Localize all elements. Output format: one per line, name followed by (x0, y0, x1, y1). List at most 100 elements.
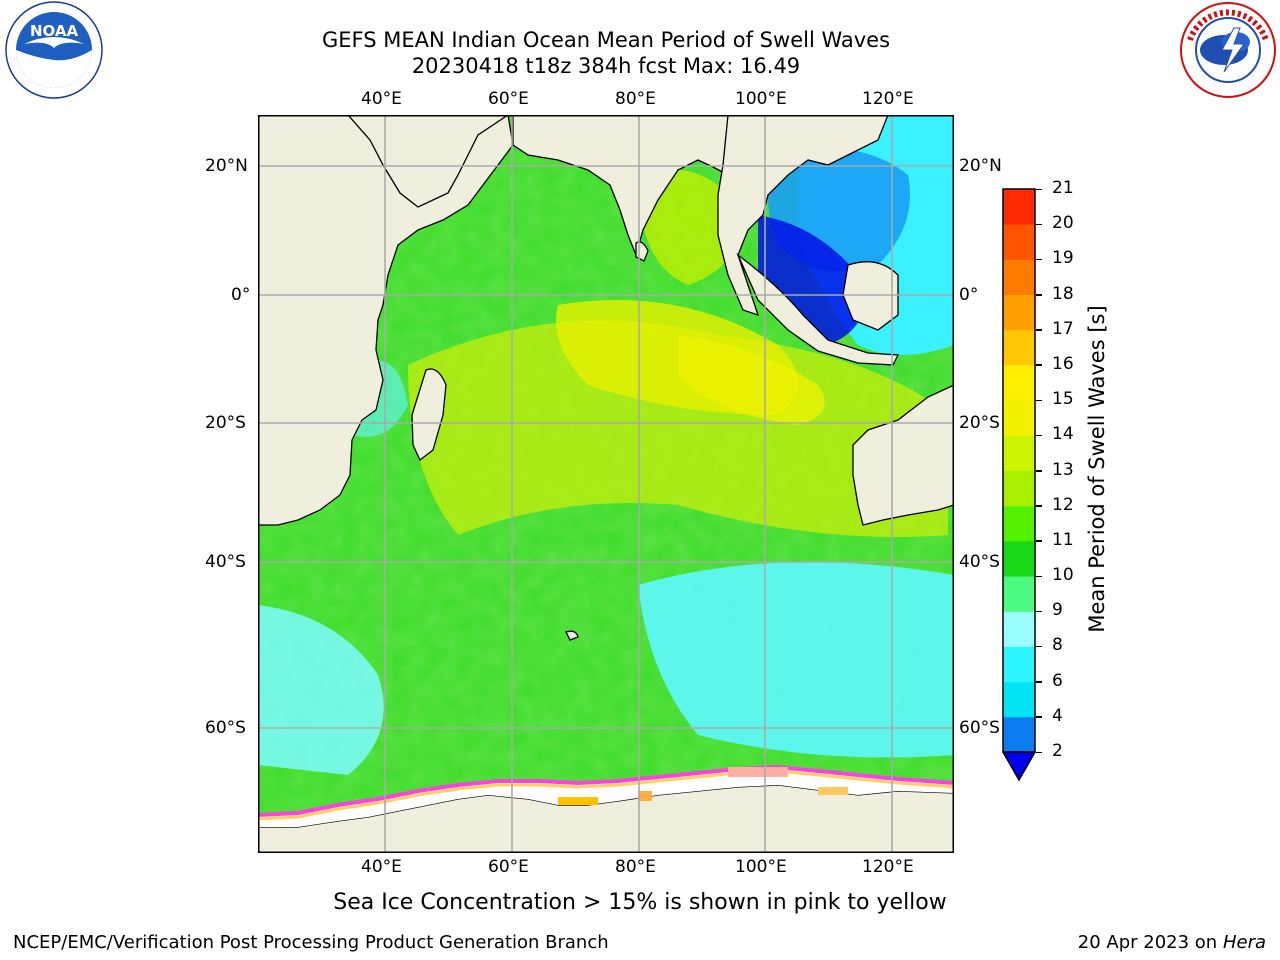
lon-label: 80°E (615, 857, 656, 877)
lat-label: 0° (231, 285, 251, 305)
colorbar-tick-label: 13 (1052, 459, 1074, 480)
colorbar-tick-label: 18 (1052, 283, 1074, 304)
swell-zone-under-2s (758, 215, 864, 345)
sea-ice-caption: Sea Ice Concentration > 15% is shown in … (333, 890, 947, 915)
colorbar-segment (1003, 681, 1035, 718)
colorbar-tick (1036, 364, 1042, 366)
colorbar-tick (1036, 751, 1042, 753)
australia-landmass (852, 384, 954, 526)
colorbar-tick-label: 11 (1052, 529, 1074, 550)
colorbar-tick (1036, 540, 1042, 542)
colorbar-tick-label: 12 (1052, 494, 1074, 515)
lon-label: 40°E (361, 89, 402, 109)
colorbar-under-arrow (1002, 751, 1036, 782)
colorbar-segment (1003, 259, 1035, 296)
colorbar-tick-label: 16 (1052, 353, 1074, 374)
colorbar-segment (1003, 294, 1035, 331)
colorbar (1002, 188, 1036, 782)
colorbar-tick (1036, 470, 1042, 472)
colorbar-tick (1036, 223, 1042, 226)
lat-label: 20°N (959, 156, 1002, 176)
colorbar-tick (1036, 434, 1042, 437)
swell-zone-8s (638, 562, 954, 758)
render-date: 20 Apr 2023 on Hera (1078, 932, 1266, 953)
colorbar-tick-label: 19 (1052, 248, 1074, 269)
colorbar-tick (1036, 258, 1042, 261)
colorbar-segment (1003, 540, 1035, 577)
colorbar-segment (1003, 364, 1035, 401)
colorbar-tick-label: 2 (1052, 741, 1063, 761)
borneo-landmass (842, 261, 899, 331)
swell-zone-12s (408, 320, 948, 537)
colorbar-tick-label: 4 (1052, 705, 1063, 726)
colorbar-tick (1036, 681, 1042, 683)
noaa-logo-icon: NOAA (5, 1, 103, 99)
lon-label: 80°E (615, 89, 656, 109)
colorbar-tick-label: 20 (1052, 213, 1074, 234)
map-subtitle: 20230418 t18z 384h fcst Max: 16.49 (411, 54, 801, 78)
colorbar-segment (1003, 470, 1035, 507)
lon-label: 120°E (862, 857, 914, 877)
colorbar-segment (1003, 329, 1035, 366)
colorbar-segment (1003, 505, 1035, 542)
colorbar-tick (1036, 188, 1042, 190)
swell-period-map (258, 115, 954, 853)
colorbar-title: Mean Period of Swell Waves [s] (1085, 305, 1109, 633)
lat-label: 40°S (959, 552, 1000, 572)
producer-credit: NCEP/EMC/Verification Post Processing Pr… (13, 932, 609, 953)
landmasses (258, 115, 954, 853)
lat-label: 20°N (205, 156, 248, 176)
colorbar-tick-label: 17 (1052, 318, 1074, 339)
colorbar-tick (1036, 294, 1042, 296)
sumatra-java-landmass (736, 252, 900, 366)
colorbar-segment (1003, 435, 1035, 471)
colorbar-tick (1036, 329, 1042, 331)
noaa-logo-text: NOAA (30, 22, 79, 40)
lon-label: 100°E (735, 857, 787, 877)
lat-label: 40°S (205, 552, 246, 572)
lon-label: 60°E (488, 89, 529, 109)
nws-logo-icon (1180, 2, 1276, 98)
colorbar-tick (1036, 645, 1042, 648)
colorbar-tick-label: 8 (1052, 635, 1063, 656)
lat-label: 20°S (959, 413, 1000, 433)
colorbar-segment (1003, 400, 1035, 436)
swell-zone-15s (678, 335, 825, 425)
colorbar-tick-label: 6 (1052, 670, 1063, 691)
colorbar-segment (1003, 576, 1035, 612)
lon-label: 100°E (735, 89, 787, 109)
colorbar-tick (1036, 716, 1042, 718)
sea-ice-band (258, 764, 954, 827)
colorbar-segment (1003, 189, 1035, 225)
colorbar-tick (1036, 505, 1042, 507)
map-frame (258, 115, 954, 853)
madagascar-landmass (411, 368, 447, 462)
map-title: GEFS MEAN Indian Ocean Mean Period of Sw… (321, 28, 891, 52)
lat-label: 0° (959, 285, 979, 305)
colorbar-tick-label: 10 (1052, 565, 1074, 586)
lat-label: 60°S (205, 718, 246, 738)
colorbar-segment (1003, 646, 1035, 683)
lat-label: 60°S (959, 718, 1000, 738)
swell-zone-13s (638, 169, 740, 285)
render-date-text: 20 Apr 2023 on (1077, 932, 1223, 953)
colorbar-segment (1003, 716, 1035, 753)
colorbar-frame (1002, 188, 1036, 753)
graticule (258, 115, 954, 853)
colorbar-tick (1036, 610, 1042, 613)
southeast-asia-landmass (717, 115, 889, 317)
render-host: Hera (1222, 932, 1266, 953)
colorbar-segment (1003, 611, 1035, 647)
swell-zone-8s-west (258, 605, 384, 775)
lon-label: 120°E (862, 89, 914, 109)
colorbar-tick-label: 15 (1052, 389, 1074, 410)
lon-label: 60°E (488, 857, 529, 877)
kerguelen-island (565, 630, 579, 641)
colorbar-tick-label: 9 (1052, 600, 1063, 621)
colorbar-tick-label: 21 (1052, 178, 1074, 198)
lon-label: 40°E (361, 857, 402, 877)
colorbar-tick (1036, 575, 1042, 578)
colorbar-segment (1003, 224, 1035, 260)
colorbar-tick-label: 14 (1052, 424, 1074, 445)
colorbar-tick (1036, 399, 1042, 402)
